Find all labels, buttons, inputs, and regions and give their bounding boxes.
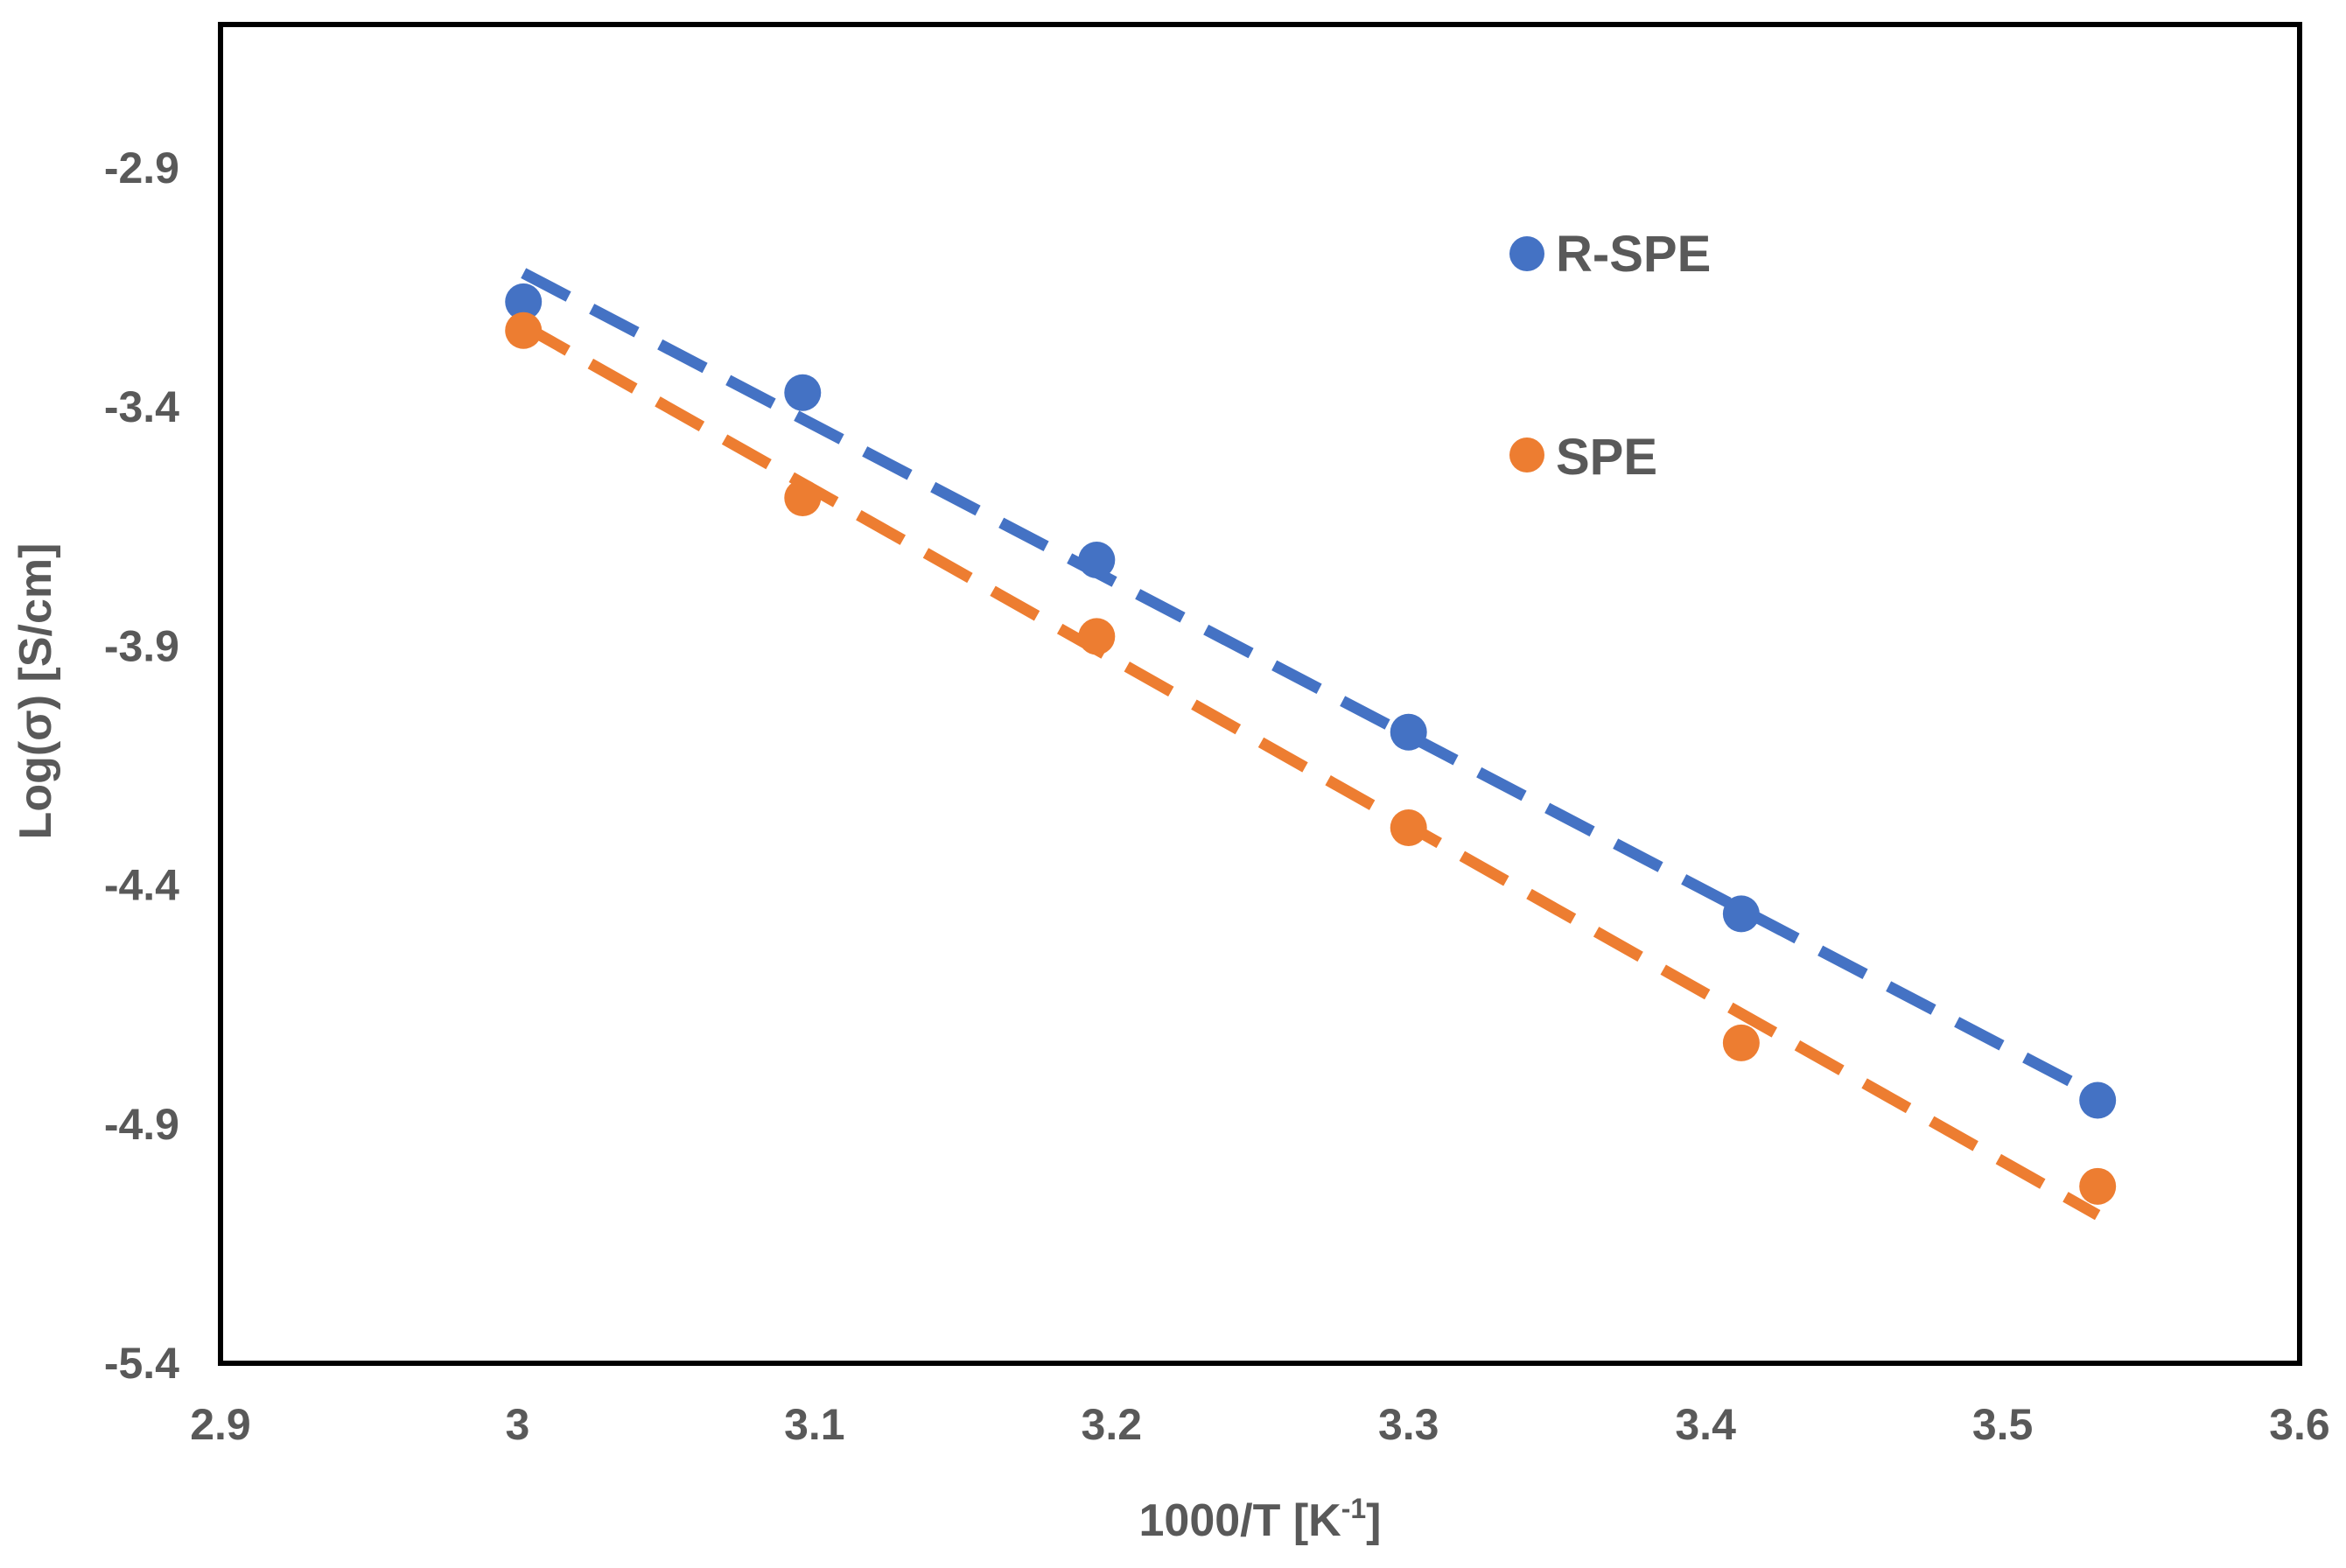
- x-axis-title: 1000/T [K-1]: [1139, 1493, 1382, 1546]
- x-tick-label: 3: [506, 1400, 530, 1449]
- trendlines: [521, 268, 2101, 1221]
- y-tick-label: -4.4: [104, 861, 179, 910]
- x-tick-label: 3.5: [1972, 1400, 2034, 1449]
- x-axis-title-close: ]: [1366, 1495, 1381, 1546]
- x-tick-label: 3.4: [1675, 1400, 1736, 1449]
- x-tick-label: 3.3: [1378, 1400, 1439, 1449]
- point-spe: [2079, 1167, 2117, 1205]
- point-spe: [1722, 1024, 1760, 1061]
- point-r-spe: [1078, 542, 1116, 578]
- legend-marker-spe: [1509, 438, 1544, 472]
- y-tick-label: -4.9: [104, 1100, 179, 1149]
- plot-area-frame: [218, 22, 2302, 1366]
- x-tick-label: 2.9: [190, 1400, 251, 1449]
- point-r-spe: [2079, 1082, 2117, 1119]
- point-spe: [1078, 618, 1116, 655]
- point-r-spe: [505, 283, 543, 320]
- point-r-spe: [784, 374, 822, 411]
- x-axis-ticks: 2.9 3 3.1 3.2 3.3 3.4 3.5 3.6: [190, 1400, 2330, 1449]
- point-spe: [1390, 809, 1427, 846]
- legend-label-r-spe: R-SPE: [1556, 226, 1711, 283]
- point-r-spe: [1722, 895, 1760, 933]
- trendline-spe: [521, 320, 2101, 1221]
- point-spe: [505, 312, 543, 349]
- x-tick-label: 3.2: [1082, 1400, 1143, 1449]
- legend-marker-r-spe: [1509, 236, 1544, 271]
- x-tick-label: 3.6: [2269, 1400, 2330, 1449]
- point-spe: [784, 479, 822, 516]
- y-tick-label: -3.9: [104, 621, 179, 670]
- data-points: [505, 283, 2117, 1205]
- y-tick-label: -3.4: [104, 382, 179, 431]
- legend-label-spe: SPE: [1556, 429, 1657, 486]
- point-r-spe: [1390, 713, 1427, 751]
- y-axis-title: Log(σ) [S/cm]: [11, 543, 61, 840]
- x-tick-label: 3.1: [784, 1400, 845, 1449]
- x-axis-title-superscript: -1: [1341, 1493, 1366, 1524]
- y-tick-label: -2.9: [104, 144, 179, 192]
- y-axis-ticks: -2.9 -3.4 -3.9 -4.4 -4.9 -5.4: [104, 144, 179, 1388]
- legend: R-SPE SPE: [1509, 226, 1711, 486]
- y-tick-label: -5.4: [104, 1339, 179, 1388]
- trendline-r-spe: [521, 268, 2101, 1101]
